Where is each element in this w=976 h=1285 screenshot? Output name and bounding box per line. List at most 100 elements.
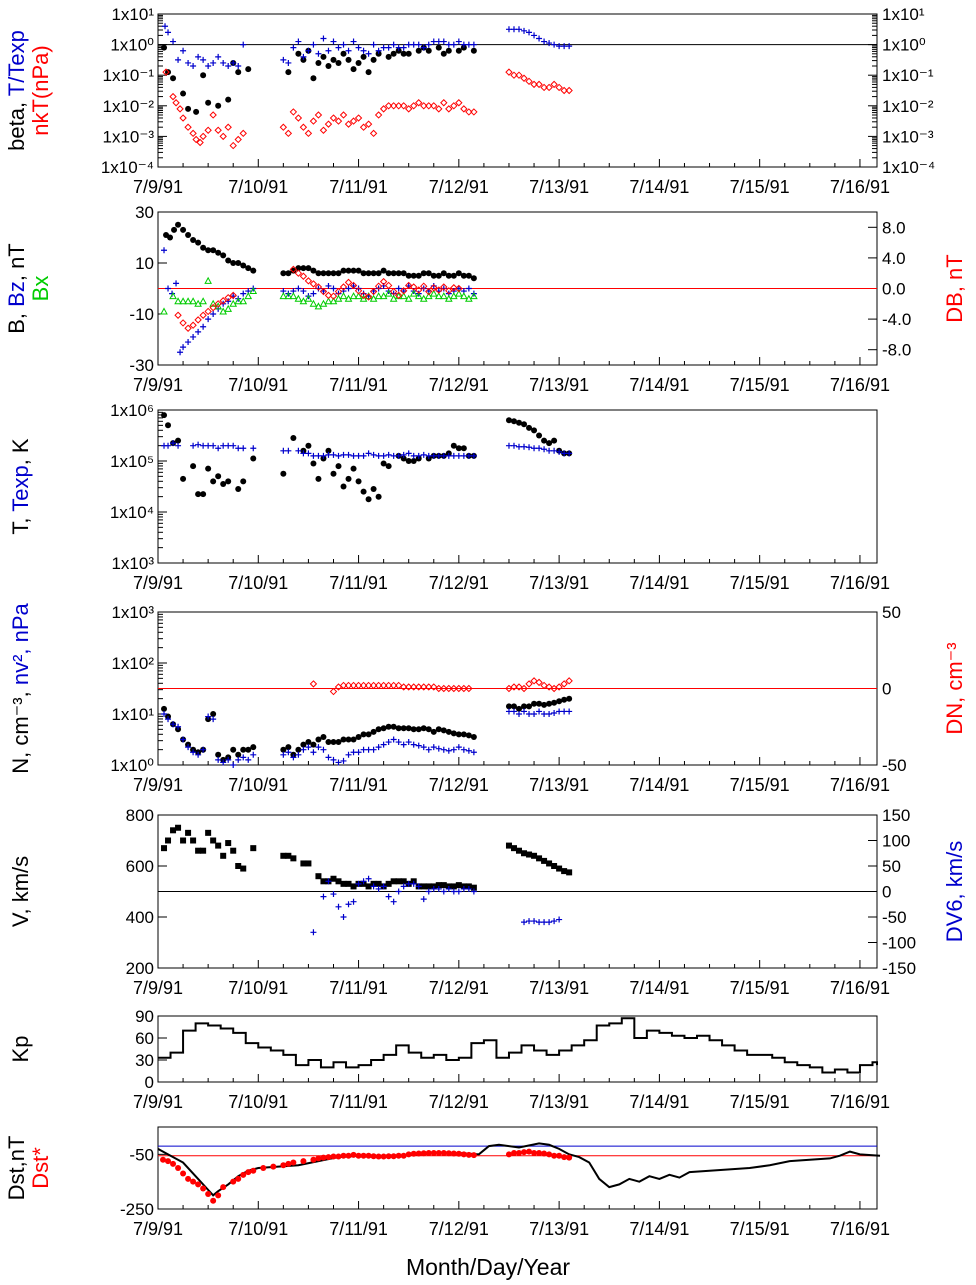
data-point bbox=[365, 496, 372, 503]
data-point bbox=[359, 291, 368, 300]
data-point bbox=[470, 452, 477, 459]
data-point bbox=[370, 1153, 377, 1160]
data-point bbox=[546, 860, 553, 867]
data-point bbox=[175, 723, 182, 730]
data-point bbox=[161, 247, 168, 254]
data-point bbox=[389, 102, 398, 110]
data-point bbox=[215, 842, 222, 849]
data-point bbox=[425, 452, 432, 459]
data-point bbox=[195, 491, 202, 498]
y-tick-label-right: 1x10⁻¹ bbox=[882, 66, 934, 85]
data-point bbox=[295, 38, 302, 45]
data-point bbox=[460, 684, 468, 693]
data-point bbox=[245, 746, 252, 753]
data-point bbox=[240, 865, 247, 872]
data-point bbox=[295, 50, 302, 57]
data-point bbox=[315, 50, 322, 57]
data-point bbox=[405, 272, 412, 279]
data-point bbox=[225, 478, 232, 485]
data-point bbox=[526, 703, 533, 710]
data-point bbox=[279, 123, 288, 131]
data-point bbox=[460, 292, 468, 300]
data-point bbox=[435, 38, 442, 45]
x-tick-label: 7/12/91 bbox=[429, 573, 489, 593]
data-point bbox=[229, 291, 237, 300]
data-point bbox=[435, 726, 442, 733]
data-point bbox=[295, 746, 302, 753]
data-point bbox=[505, 26, 512, 33]
data-point bbox=[289, 108, 298, 116]
data-point bbox=[220, 59, 227, 66]
data-point bbox=[521, 708, 528, 715]
data-point bbox=[385, 270, 392, 277]
data-point bbox=[325, 1154, 332, 1161]
data-point bbox=[440, 1149, 447, 1156]
data-point bbox=[546, 711, 553, 717]
data-point bbox=[345, 751, 352, 758]
data-point bbox=[415, 883, 422, 890]
x-tick-label: 7/11/91 bbox=[329, 1219, 388, 1239]
data-point bbox=[200, 442, 207, 449]
data-point bbox=[214, 300, 222, 308]
data-point bbox=[410, 880, 417, 887]
data-point bbox=[394, 291, 403, 300]
data-point bbox=[339, 292, 348, 300]
data-point bbox=[350, 267, 357, 274]
data-point bbox=[415, 742, 422, 749]
data-point bbox=[365, 1152, 372, 1159]
data-point bbox=[339, 681, 348, 690]
data-point bbox=[449, 292, 458, 300]
data-point bbox=[546, 1151, 553, 1158]
data-point bbox=[470, 47, 477, 54]
data-point bbox=[205, 442, 212, 449]
data-point bbox=[450, 1150, 457, 1157]
data-point bbox=[345, 47, 352, 54]
x-tick-label: 7/16/91 bbox=[830, 775, 890, 795]
data-point bbox=[510, 683, 518, 691]
data-point bbox=[375, 47, 382, 54]
data-point bbox=[435, 684, 443, 693]
data-point bbox=[390, 723, 397, 730]
data-point bbox=[400, 50, 407, 57]
data-point bbox=[415, 99, 423, 107]
data-point bbox=[205, 63, 212, 70]
data-point bbox=[310, 929, 317, 936]
data-point bbox=[290, 855, 297, 862]
data-point bbox=[535, 80, 543, 89]
data-point bbox=[526, 1148, 533, 1155]
x-tick-label: 7/10/91 bbox=[228, 375, 288, 395]
data-point bbox=[195, 239, 202, 246]
data-point bbox=[465, 272, 472, 279]
plot-frame-kp bbox=[157, 1015, 878, 1083]
data-point bbox=[175, 56, 182, 63]
data-point bbox=[440, 283, 448, 291]
data-point bbox=[561, 450, 568, 457]
data-point bbox=[374, 681, 383, 690]
data-point bbox=[180, 47, 187, 54]
data-point bbox=[330, 270, 337, 277]
data-point bbox=[299, 272, 308, 280]
data-point bbox=[435, 105, 443, 113]
data-point bbox=[389, 287, 398, 296]
data-point bbox=[365, 746, 372, 753]
data-point bbox=[465, 747, 472, 754]
data-point bbox=[435, 745, 442, 752]
data-point bbox=[280, 447, 287, 454]
x-tick-label: 7/14/91 bbox=[629, 177, 689, 197]
data-point bbox=[374, 282, 383, 290]
data-point bbox=[200, 56, 207, 63]
data-point bbox=[170, 38, 177, 45]
data-point bbox=[470, 275, 477, 282]
data-point bbox=[290, 267, 297, 274]
data-point bbox=[525, 680, 533, 688]
data-point bbox=[420, 883, 427, 890]
data-point bbox=[345, 880, 352, 887]
data-point bbox=[521, 919, 528, 926]
data-point bbox=[185, 59, 192, 66]
data-point bbox=[455, 452, 462, 459]
data-point bbox=[460, 41, 467, 48]
data-point bbox=[194, 299, 202, 307]
data-point bbox=[400, 44, 407, 51]
data-point bbox=[335, 759, 342, 766]
